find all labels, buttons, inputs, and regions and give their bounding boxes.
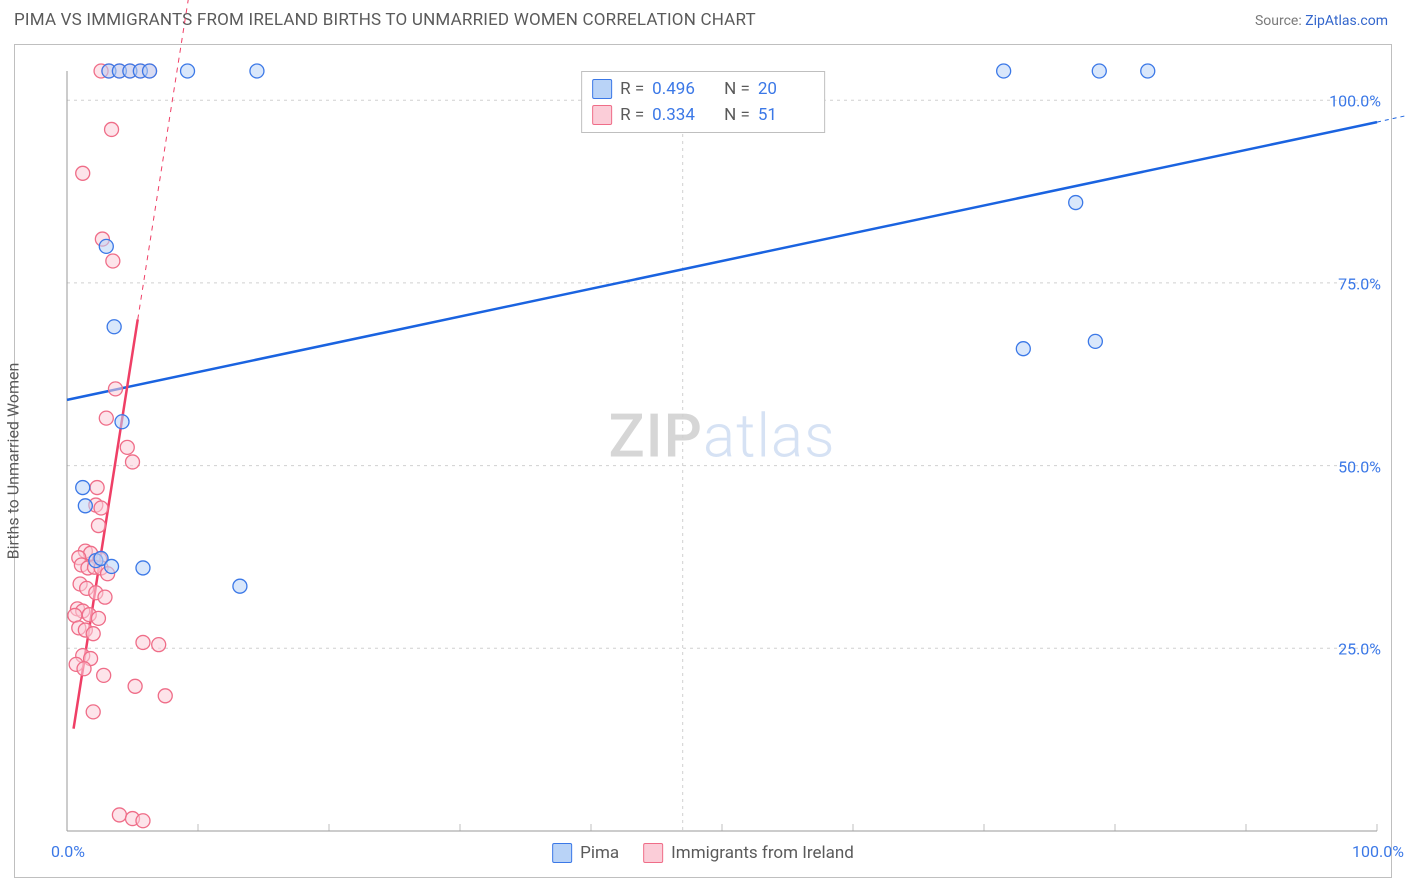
legend-label-ireland: Immigrants from Ireland — [671, 843, 854, 863]
legend-swatch-ireland — [643, 843, 663, 863]
legend-swatch-pima — [552, 843, 572, 863]
legend-row-ireland: R = 0.334 N = 51 — [592, 102, 814, 128]
ytick-label: 75.0% — [1338, 274, 1381, 293]
legend-n-value-ireland: 51 — [758, 102, 814, 128]
legend-item-ireland: Immigrants from Ireland — [643, 843, 854, 863]
ytick-label: 50.0% — [1338, 457, 1381, 476]
plot-svg — [67, 71, 1377, 831]
source-prefix: Source: — [1255, 13, 1305, 29]
xtick-label: 0.0% — [51, 842, 85, 861]
chart-source: Source: ZipAtlas.com — [1255, 13, 1388, 29]
legend-n-label: N = — [724, 76, 750, 102]
legend-label-pima: Pima — [580, 843, 619, 863]
legend-n-label: N = — [724, 102, 750, 128]
source-link[interactable]: ZipAtlas.com — [1305, 13, 1388, 29]
chart-title: PIMA VS IMMIGRANTS FROM IRELAND BIRTHS T… — [14, 10, 756, 30]
legend-row-pima: R = 0.496 N = 20 — [592, 76, 814, 102]
legend-r-value-ireland: 0.334 — [652, 102, 708, 128]
legend-swatch-ireland — [592, 105, 612, 125]
legend-r-label: R = — [620, 102, 644, 128]
series-legend: Pima Immigrants from Ireland — [552, 843, 854, 863]
y-axis-label: Births to Unmarried Women — [4, 363, 23, 560]
legend-r-label: R = — [620, 76, 644, 102]
chart-header: PIMA VS IMMIGRANTS FROM IRELAND BIRTHS T… — [0, 0, 1406, 36]
legend-swatch-pima — [592, 79, 612, 99]
chart-container: Births to Unmarried Women R = 0.496 N = … — [14, 44, 1392, 878]
legend-r-value-pima: 0.496 — [652, 76, 708, 102]
correlation-legend: R = 0.496 N = 20 R = 0.334 N = 51 — [581, 71, 825, 133]
ytick-label: 25.0% — [1338, 640, 1381, 659]
legend-n-value-pima: 20 — [758, 76, 814, 102]
legend-item-pima: Pima — [552, 843, 619, 863]
plot-area: ZIPatlas — [67, 71, 1377, 831]
xtick-label: 100.0% — [1352, 842, 1404, 861]
ytick-label: 100.0% — [1329, 92, 1381, 111]
